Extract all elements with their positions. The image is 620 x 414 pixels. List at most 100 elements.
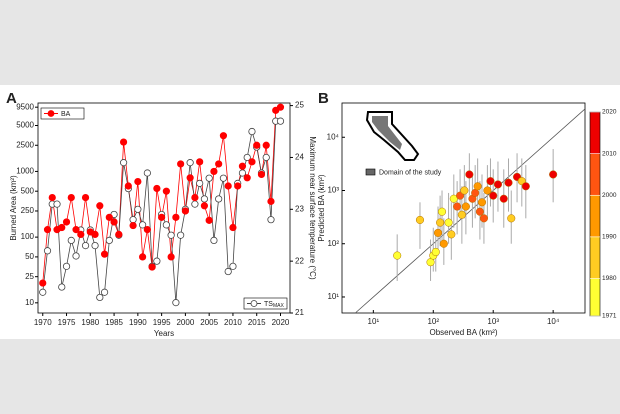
- data-point: [143, 226, 151, 234]
- colorbar-tick-label: 2010: [602, 150, 617, 157]
- x-axis-title: Observed BA (km²): [429, 328, 497, 337]
- data-point: [139, 253, 147, 261]
- data-point: [153, 257, 161, 265]
- colorbar-segment: [590, 153, 600, 196]
- legend-marker: [250, 300, 258, 307]
- y-tick-label: 10²: [327, 239, 339, 248]
- data-point: [196, 158, 204, 166]
- data-point: [181, 207, 189, 215]
- legend-box: [243, 297, 288, 310]
- data-point: [143, 169, 151, 177]
- data-point: [134, 177, 142, 186]
- y-tick-label: 250: [21, 206, 35, 215]
- y2-axis-title: Maximum near surface temperature (°C): [308, 136, 317, 280]
- data-point: [81, 193, 90, 202]
- data-point: [437, 207, 447, 216]
- x-tick-label: 1975: [58, 318, 76, 327]
- y-tick-label: 10³: [327, 186, 339, 195]
- data-point: [507, 214, 516, 223]
- data-point: [48, 193, 56, 202]
- data-point: [276, 103, 285, 111]
- data-point: [139, 221, 147, 229]
- data-point: [393, 251, 402, 260]
- y2-tick-label: 22: [295, 256, 304, 265]
- data-point: [238, 162, 247, 170]
- data-point: [177, 160, 185, 168]
- data-point: [219, 132, 228, 140]
- data-point: [129, 216, 137, 224]
- colorbar-tick-label: 1980: [602, 275, 617, 282]
- data-point: [444, 218, 453, 227]
- data-point: [436, 218, 445, 227]
- data-point: [91, 241, 99, 250]
- data-point: [105, 213, 113, 221]
- plot-frame: [341, 102, 586, 314]
- data-point: [81, 241, 90, 250]
- data-point: [67, 236, 75, 245]
- data-point: [119, 138, 128, 146]
- data-point: [205, 216, 213, 224]
- data-point: [224, 182, 232, 190]
- colorbar-tick-label: 2020: [602, 109, 617, 116]
- data-point: [186, 159, 194, 167]
- panel-label: B: [318, 90, 329, 107]
- y-tick-label: 500: [21, 186, 35, 195]
- legend-subscript: MAX: [273, 303, 285, 309]
- data-point: [153, 184, 161, 193]
- data-point: [439, 239, 448, 248]
- data-point: [200, 195, 209, 203]
- data-point: [248, 127, 256, 136]
- data-point: [465, 170, 474, 179]
- data-point: [177, 231, 185, 239]
- y-tick-label: 50: [25, 252, 34, 261]
- data-point: [119, 159, 128, 167]
- y-tick-label: 25: [25, 272, 34, 281]
- y2-tick-label: 23: [295, 204, 304, 213]
- data-point: [229, 223, 237, 232]
- y-tick-label: 1000: [16, 167, 34, 176]
- data-point: [58, 223, 66, 232]
- data-point: [129, 221, 137, 230]
- data-point: [91, 230, 99, 239]
- x-tick-label: 2015: [248, 318, 266, 327]
- x-tick-label: 2000: [176, 318, 194, 327]
- y-axis-title: Predicted BA (km²): [317, 174, 326, 241]
- legend-label: TSMAX: [264, 301, 284, 309]
- data-point: [53, 200, 61, 208]
- data-point: [39, 279, 47, 287]
- y2-tick-label: 25: [295, 101, 304, 110]
- data-point: [100, 288, 109, 296]
- data-point: [186, 174, 194, 182]
- data-point: [72, 252, 80, 260]
- x-tick-label: 1990: [129, 318, 147, 327]
- data-point: [486, 177, 495, 186]
- data-point: [475, 207, 484, 216]
- y-tick-label: 10⁴: [327, 132, 340, 141]
- legend-label: BA: [61, 111, 71, 118]
- x-tick-label: 10³: [487, 317, 499, 326]
- data-point: [134, 205, 142, 213]
- y-tick-label: 10¹: [327, 292, 339, 301]
- data-point: [493, 180, 503, 189]
- data-point: [77, 230, 85, 239]
- data-point: [43, 226, 52, 234]
- x-tick-label: 10⁴: [547, 317, 560, 326]
- colorbar-segment: [590, 236, 600, 279]
- data-point: [115, 230, 123, 239]
- data-point: [504, 178, 513, 187]
- data-point: [473, 182, 482, 191]
- data-point: [234, 182, 242, 190]
- plot-frame: [37, 102, 291, 314]
- data-point: [549, 170, 558, 179]
- data-point: [219, 174, 228, 182]
- inset-map: [365, 111, 420, 176]
- data-point: [477, 198, 487, 207]
- data-point: [224, 267, 232, 276]
- data-point: [248, 158, 256, 166]
- data-point: [172, 213, 180, 221]
- x-tick-label: 1980: [81, 318, 99, 327]
- data-point: [62, 218, 71, 226]
- data-point: [433, 228, 443, 237]
- data-point: [205, 174, 213, 182]
